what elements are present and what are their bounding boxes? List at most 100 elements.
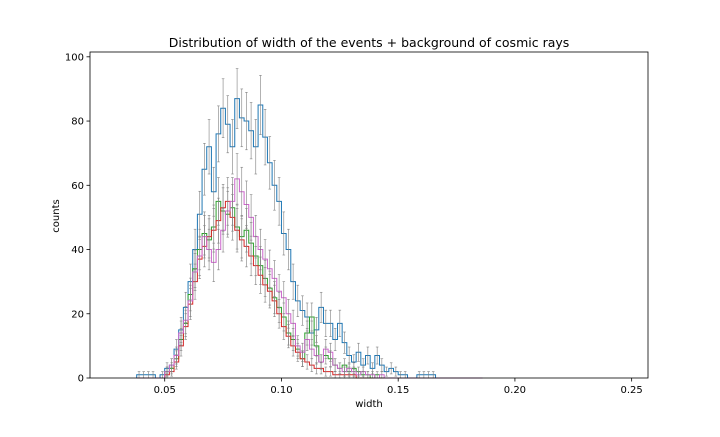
errorbar <box>347 362 351 375</box>
errorbar <box>240 218 244 262</box>
y-tick-label: 60 <box>71 181 84 192</box>
errorbar <box>329 342 332 362</box>
errorbar <box>329 366 332 377</box>
errorbar <box>170 358 174 372</box>
errorbar <box>324 366 328 377</box>
errorbar <box>273 160 276 211</box>
errorbar <box>212 242 216 282</box>
errorbar <box>198 235 202 277</box>
errorbar <box>226 95 230 154</box>
chart-title: Distribution of width of the events + ba… <box>169 35 570 50</box>
errorbar <box>394 366 398 377</box>
errorbar <box>263 108 267 166</box>
axes-frame <box>89 51 649 379</box>
errorbar <box>221 208 225 253</box>
errorbar <box>343 331 346 354</box>
errorbar <box>324 309 328 337</box>
errorbar <box>268 249 272 288</box>
x-tick-label: 0.20 <box>504 385 526 396</box>
errorbar <box>240 166 244 217</box>
errorbar <box>259 75 262 135</box>
x-tick-label: 0.15 <box>387 385 409 396</box>
errorbar <box>189 284 192 317</box>
errorbar <box>296 335 300 357</box>
errorbar <box>203 143 206 196</box>
errorbar <box>273 260 276 297</box>
errorbar <box>305 354 309 370</box>
errorbar <box>240 88 244 148</box>
errorbar <box>221 78 225 138</box>
errorbar <box>366 346 370 365</box>
errorbar <box>277 177 281 226</box>
errorbar <box>184 306 188 335</box>
errorbar <box>338 362 342 375</box>
errorbar <box>235 68 239 129</box>
plot-area <box>90 52 648 378</box>
errorbar <box>333 358 337 372</box>
errorbar <box>291 309 295 337</box>
errorbar <box>193 253 197 291</box>
errorbar <box>245 180 248 229</box>
errorbar <box>217 228 220 271</box>
errorbar <box>357 342 360 362</box>
errorbar <box>249 102 253 160</box>
x-tick-label: 0.25 <box>621 385 643 396</box>
errorbar <box>352 366 356 377</box>
errorbar <box>343 366 346 377</box>
errorbar <box>165 366 169 377</box>
errorbar <box>282 211 286 256</box>
errorbar <box>301 295 304 326</box>
errorbar <box>333 328 337 351</box>
errorbar <box>207 119 211 175</box>
errorbar <box>296 284 300 317</box>
errorbar <box>315 346 318 365</box>
errorbar <box>217 105 220 163</box>
errorbar <box>231 119 234 175</box>
errorbar <box>361 366 365 377</box>
errorbar <box>249 194 253 241</box>
errorbar <box>389 362 393 375</box>
y-tick-label: 20 <box>71 309 84 320</box>
errorbar <box>375 346 379 365</box>
errorbar <box>235 153 239 205</box>
errorbar <box>291 263 295 300</box>
errorbar <box>287 228 290 271</box>
x-axis-label: width <box>355 399 383 410</box>
errorbar <box>305 328 309 351</box>
errorbar <box>301 342 304 362</box>
y-tick-label: 0 <box>78 374 84 385</box>
errorbar <box>287 299 290 329</box>
errorbar <box>324 339 328 360</box>
axes-layer: 0.05 0.10 0.15 0.20 0.25 0 20 40 60 80 100 <box>65 51 649 396</box>
errorbar <box>245 92 248 151</box>
errorbar <box>179 320 183 346</box>
errorbar <box>231 177 234 226</box>
errorbar <box>207 228 211 271</box>
errorbar <box>338 309 342 337</box>
y-tick-label: 100 <box>65 52 84 63</box>
y-tick-label: 80 <box>71 117 84 128</box>
errorbar <box>282 281 286 315</box>
errorbar <box>310 302 314 332</box>
errorbar <box>263 239 267 279</box>
errorbar <box>259 228 262 271</box>
errorbar <box>226 187 230 235</box>
errorbar <box>254 119 258 175</box>
errorbar <box>319 291 323 323</box>
y-tick-label: 40 <box>71 245 84 256</box>
errorbar <box>203 215 206 259</box>
errorbar <box>310 339 314 360</box>
x-tick-label: 0.05 <box>154 385 176 396</box>
errorbar <box>319 354 323 370</box>
errorbar <box>277 274 281 309</box>
errorbar <box>329 309 332 337</box>
errorbar <box>254 215 258 259</box>
series-1-step-line <box>136 98 483 379</box>
x-tick-label: 0.10 <box>270 385 292 396</box>
errorbar <box>268 136 272 190</box>
errorbar <box>235 208 239 253</box>
plot-background <box>90 52 648 378</box>
errorbar <box>385 366 388 377</box>
